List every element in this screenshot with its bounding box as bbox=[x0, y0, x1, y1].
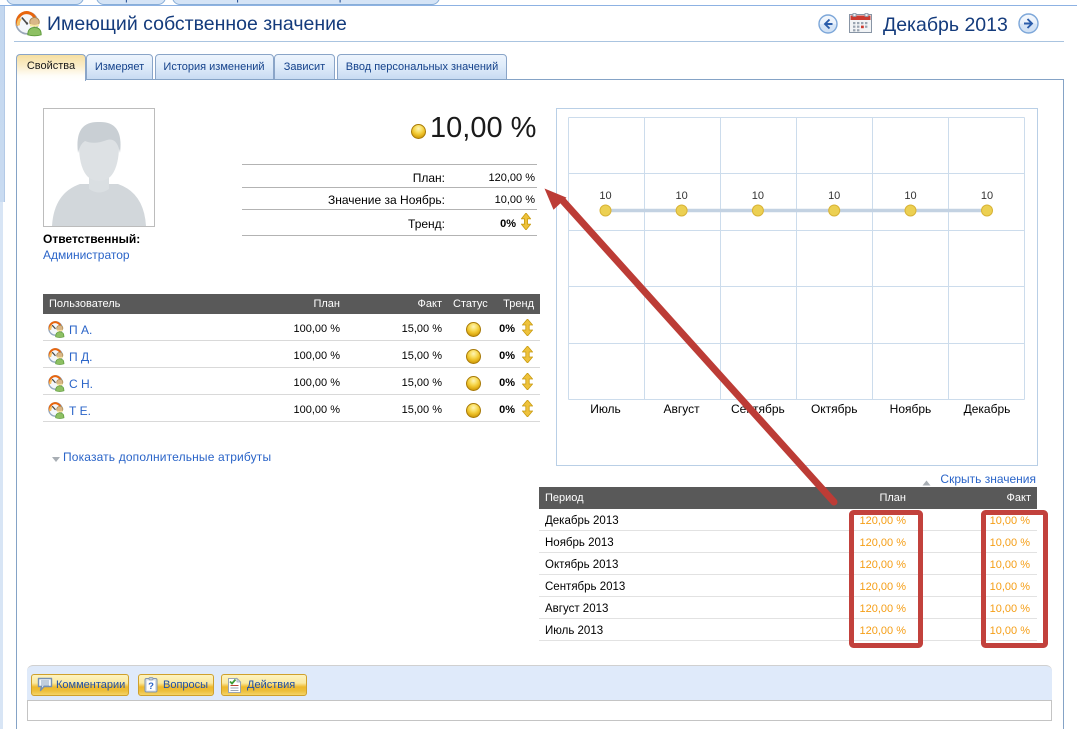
svg-text:?: ? bbox=[148, 681, 154, 692]
svg-text:Август: Август bbox=[664, 402, 701, 416]
svg-text:10: 10 bbox=[828, 190, 840, 202]
svg-text:Сентябрь: Сентябрь bbox=[731, 402, 785, 416]
svg-text:Июль: Июль bbox=[590, 402, 621, 416]
svg-text:10: 10 bbox=[904, 190, 916, 202]
svg-text:10: 10 bbox=[675, 190, 687, 202]
svg-text:Декабрь: Декабрь bbox=[964, 402, 1011, 416]
svg-text:10: 10 bbox=[599, 190, 611, 202]
svg-text:Ноябрь: Ноябрь bbox=[890, 402, 932, 416]
svg-text:10: 10 bbox=[981, 190, 993, 202]
svg-text:10: 10 bbox=[752, 190, 764, 202]
svg-text:Октябрь: Октябрь bbox=[811, 402, 858, 416]
